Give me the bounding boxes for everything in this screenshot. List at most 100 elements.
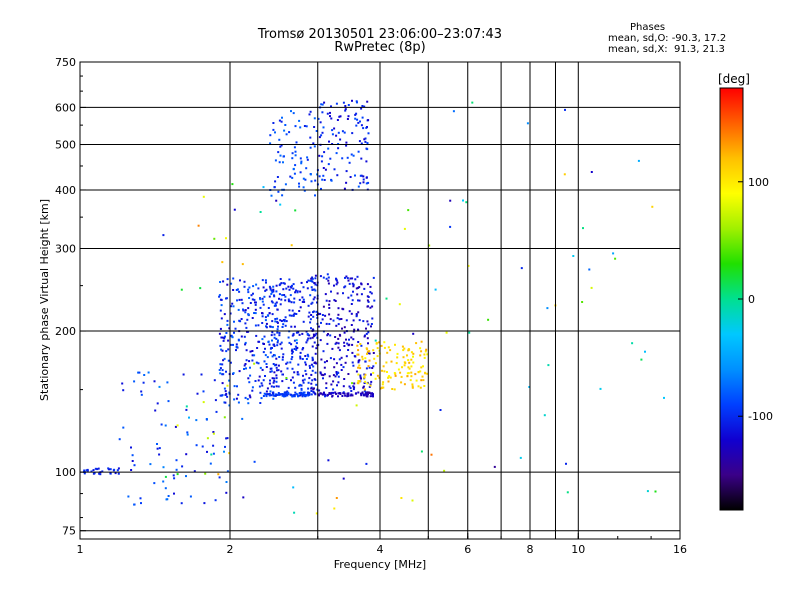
data-point: [520, 267, 523, 270]
data-point: [287, 285, 290, 288]
data-point: [285, 133, 288, 136]
data-point: [423, 353, 426, 356]
data-point: [345, 144, 348, 147]
data-point: [637, 159, 640, 162]
data-point: [357, 299, 359, 302]
data-point: [285, 377, 288, 379]
data-point: [225, 370, 227, 373]
data-point: [307, 387, 310, 390]
data-point: [312, 333, 315, 336]
data-point: [273, 354, 276, 357]
data-point: [283, 394, 286, 397]
data-point: [252, 285, 255, 288]
data-point: [294, 154, 297, 157]
data-point: [265, 363, 268, 365]
data-point: [467, 264, 470, 267]
data-point: [293, 325, 296, 328]
data-point: [334, 342, 337, 345]
data-point: [310, 363, 313, 366]
data-point: [258, 340, 261, 343]
data-point: [219, 309, 222, 312]
data-point: [363, 376, 366, 379]
data-point: [227, 359, 230, 362]
data-point: [411, 383, 414, 386]
data-point: [360, 142, 363, 145]
data-point: [291, 334, 294, 337]
data-point: [445, 331, 448, 334]
data-point: [323, 373, 326, 376]
data-point: [295, 331, 298, 334]
data-point: [313, 117, 316, 120]
data-point: [259, 211, 262, 213]
data-point: [340, 356, 343, 359]
data-point: [312, 388, 315, 391]
data-point: [264, 347, 266, 350]
data-point: [337, 346, 340, 349]
data-point: [360, 377, 362, 380]
data-point: [244, 363, 247, 365]
data-point: [314, 392, 317, 395]
grid-lines: [80, 62, 680, 539]
data-point: [403, 383, 406, 386]
data-point: [304, 369, 307, 372]
data-point: [292, 168, 295, 171]
data-point: [274, 180, 277, 183]
data-point: [262, 286, 265, 289]
data-point: [282, 282, 285, 285]
data-point: [361, 105, 364, 107]
data-point: [307, 304, 310, 307]
data-point: [109, 472, 112, 475]
data-point: [366, 299, 369, 302]
data-point: [304, 363, 307, 366]
data-point: [528, 386, 531, 388]
data-point: [410, 358, 413, 361]
data-point: [381, 383, 384, 386]
data-point: [299, 171, 302, 174]
data-point: [331, 143, 334, 145]
data-point: [272, 392, 275, 395]
data-point: [307, 355, 310, 358]
data-point: [273, 186, 276, 189]
data-point: [153, 380, 156, 383]
data-point: [293, 339, 296, 342]
data-point: [293, 511, 296, 514]
data-point: [263, 392, 266, 395]
data-point: [367, 331, 370, 334]
data-point: [294, 391, 297, 394]
data-point: [312, 329, 315, 332]
data-point: [283, 294, 286, 296]
data-point: [302, 177, 305, 180]
data-point: [309, 136, 312, 139]
data-point: [259, 391, 262, 394]
data-point: [261, 384, 264, 387]
data-point: [185, 453, 188, 456]
data-point: [353, 382, 356, 385]
data-point: [324, 168, 327, 171]
data-point: [336, 317, 339, 320]
data-point: [332, 319, 335, 322]
data-point: [581, 301, 584, 303]
data-point: [251, 350, 254, 352]
data-point: [275, 284, 278, 287]
data-point: [325, 299, 328, 302]
data-point: [409, 379, 412, 382]
data-point: [272, 288, 275, 291]
data-point: [290, 358, 293, 361]
data-point: [271, 347, 273, 349]
data-point: [291, 348, 294, 351]
data-point: [308, 377, 311, 380]
data-point: [359, 367, 362, 370]
data-point: [242, 308, 244, 311]
data-point: [385, 361, 388, 364]
data-point: [383, 346, 386, 349]
data-point: [276, 369, 278, 372]
data-point: [273, 371, 276, 374]
data-point: [322, 167, 325, 169]
data-point: [272, 397, 275, 400]
data-point: [244, 341, 247, 344]
data-point: [347, 296, 350, 299]
data-point: [325, 277, 328, 280]
data-point: [359, 376, 362, 379]
data-point: [253, 460, 256, 463]
data-point: [362, 385, 365, 388]
